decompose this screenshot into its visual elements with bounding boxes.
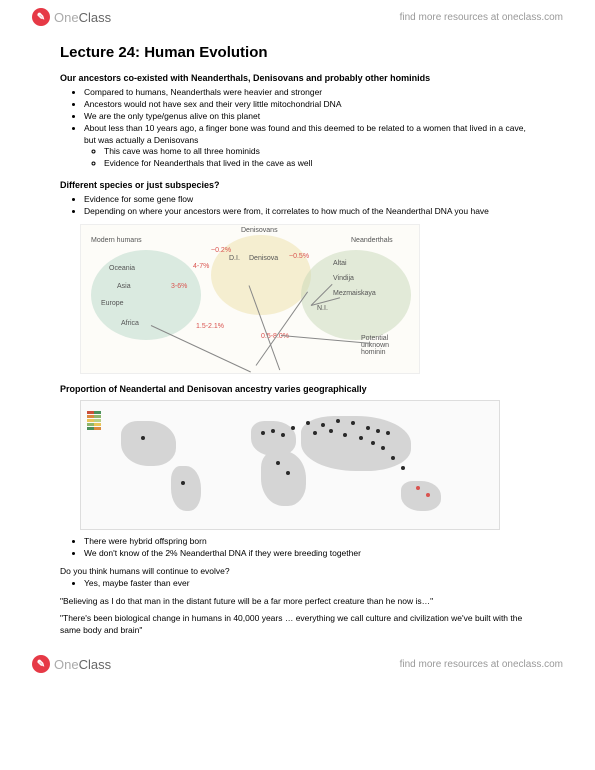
label-pct1: 4-7% — [193, 263, 209, 270]
list-item: Evidence for some gene flow — [84, 194, 535, 206]
label-modern: Modern humans — [91, 237, 142, 244]
tree-branch — [151, 325, 251, 372]
logo-text: OneClass — [54, 10, 111, 25]
label-mez: Mezmaiskaya — [333, 290, 376, 297]
header-tagline[interactable]: find more resources at oneclass.com — [400, 12, 563, 23]
label-denisova: Denisova — [249, 255, 278, 262]
map-legend — [87, 411, 101, 431]
page-header: ✎ OneClass find more resources at onecla… — [0, 0, 595, 34]
section1-list: Compared to humans, Neanderthals were he… — [60, 87, 535, 170]
logo: ✎ OneClass — [32, 655, 111, 673]
label-altai: Altai — [333, 260, 347, 267]
quote2: "There's been biological change in human… — [60, 613, 535, 637]
phylogeny-diagram: Modern humans Denisovans Neanderthals Oc… — [80, 224, 420, 374]
continent-na — [121, 421, 176, 466]
page-footer: ✎ OneClass find more resources at onecla… — [0, 647, 595, 681]
list-item: Depending on where your ancestors were f… — [84, 206, 535, 218]
footer-tagline[interactable]: find more resources at oneclass.com — [400, 659, 563, 670]
label-pct5: 1.5-2.1% — [196, 323, 224, 330]
label-europe: Europe — [101, 300, 124, 307]
list-item: Compared to humans, Neanderthals were he… — [84, 87, 535, 99]
label-pct2: 3-6% — [171, 283, 187, 290]
list-item: Evidence for Neanderthals that lived in … — [104, 158, 535, 170]
label-oceania: Oceania — [109, 265, 135, 272]
label-africa: Africa — [121, 320, 139, 327]
continent-af — [261, 451, 306, 506]
label-pct4: ~0.5% — [289, 253, 309, 260]
label-ni: N.I. — [317, 305, 328, 312]
blob-modern-humans — [91, 250, 201, 340]
label-di: D.I. — [229, 255, 240, 262]
list-item: We are the only type/genus alive on this… — [84, 111, 535, 123]
section4-list: Yes, maybe faster than ever — [60, 578, 535, 590]
list-item: This cave was home to all three hominids — [104, 146, 535, 158]
section2-heading: Different species or just subspecies? — [60, 180, 535, 190]
quote1: "Believing as I do that man in the dista… — [60, 596, 535, 608]
continent-au — [401, 481, 441, 511]
logo-one: One — [54, 10, 79, 25]
list-item: About less than 10 years ago, a finger b… — [84, 123, 535, 147]
list-item: We don't know of the 2% Neanderthal DNA … — [84, 548, 535, 560]
list-item: Ancestors would not have sex and their v… — [84, 99, 535, 111]
section2-list: Evidence for some gene flow Depending on… — [60, 194, 535, 218]
logo-class: Class — [79, 657, 112, 672]
logo-class: Class — [79, 10, 112, 25]
list-item: There were hybrid offspring born — [84, 536, 535, 548]
label-asia: Asia — [117, 283, 131, 290]
list-item: Yes, maybe faster than ever — [84, 578, 535, 590]
label-potential: Potential unknown hominin — [361, 335, 411, 356]
logo-icon: ✎ — [32, 655, 50, 673]
continent-sa — [171, 466, 201, 511]
label-pct3: ~0.2% — [211, 247, 231, 254]
section1-heading: Our ancestors co-existed with Neandertha… — [60, 73, 535, 83]
logo: ✎ OneClass — [32, 8, 111, 26]
label-neanderthals: Neanderthals — [351, 237, 393, 244]
section3-list: There were hybrid offspring born We don'… — [60, 536, 535, 560]
continent-as — [301, 416, 411, 471]
logo-icon: ✎ — [32, 8, 50, 26]
document-content: Lecture 24: Human Evolution Our ancestor… — [0, 34, 595, 647]
section4-question: Do you think humans will continue to evo… — [60, 566, 535, 578]
section3-heading: Proportion of Neandertal and Denisovan a… — [60, 384, 535, 394]
logo-one: One — [54, 657, 79, 672]
logo-text: OneClass — [54, 657, 111, 672]
label-denisovans: Denisovans — [241, 227, 278, 234]
world-map — [80, 400, 500, 530]
page-title: Lecture 24: Human Evolution — [60, 44, 535, 61]
label-vindija: Vindija — [333, 275, 354, 282]
